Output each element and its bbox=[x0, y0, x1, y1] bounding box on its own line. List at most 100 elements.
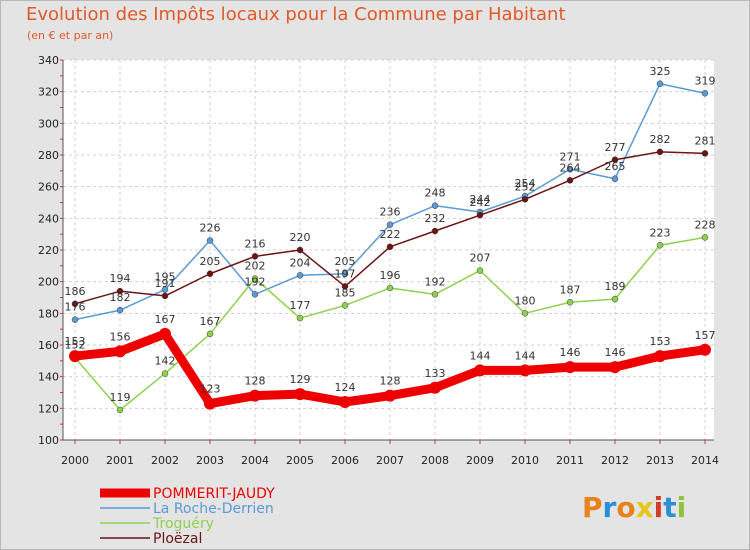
data-point bbox=[564, 361, 576, 374]
x-tick-label: 2013 bbox=[646, 454, 674, 467]
x-tick-label: 2001 bbox=[106, 454, 134, 467]
data-point bbox=[431, 202, 439, 209]
data-label: 133 bbox=[425, 367, 446, 380]
data-point bbox=[566, 299, 574, 306]
data-label: 265 bbox=[605, 160, 626, 173]
data-point bbox=[611, 175, 619, 182]
data-point bbox=[701, 90, 709, 97]
data-point bbox=[521, 310, 529, 317]
data-label: 152 bbox=[65, 339, 86, 352]
data-label: 129 bbox=[290, 373, 311, 386]
data-point bbox=[476, 267, 484, 274]
chart-title: Evolution des Impôts locaux pour la Comm… bbox=[26, 4, 566, 25]
y-tick-label: 100 bbox=[38, 434, 59, 447]
data-label: 220 bbox=[290, 231, 311, 244]
data-point bbox=[384, 389, 396, 402]
data-point bbox=[71, 316, 79, 323]
data-point bbox=[611, 295, 619, 303]
data-point bbox=[521, 196, 529, 203]
logo: Proxiti bbox=[582, 491, 686, 524]
data-label: 223 bbox=[650, 226, 671, 239]
data-point bbox=[654, 350, 666, 363]
x-tick-label: 2009 bbox=[466, 454, 494, 467]
logo-letter: i bbox=[677, 491, 687, 524]
data-point bbox=[611, 156, 619, 163]
logo-letter: t bbox=[663, 491, 676, 524]
x-tick-label: 2006 bbox=[331, 454, 359, 467]
data-point bbox=[206, 330, 214, 338]
data-label: 271 bbox=[560, 150, 581, 163]
data-label: 157 bbox=[695, 329, 716, 342]
data-point bbox=[339, 396, 351, 408]
data-label: 194 bbox=[110, 272, 131, 285]
legend-label: POMMERIT-JAUDY bbox=[153, 486, 275, 502]
data-label: 226 bbox=[200, 222, 221, 235]
x-tick-label: 2002 bbox=[151, 454, 179, 467]
data-point bbox=[116, 306, 124, 314]
data-label: 144 bbox=[515, 349, 536, 362]
x-tick-label: 2007 bbox=[376, 454, 404, 467]
data-label: 123 bbox=[200, 383, 221, 396]
legend-label: Ploëzal bbox=[153, 531, 202, 547]
chart-subtitle: (en € et par an) bbox=[27, 29, 114, 42]
data-label: 189 bbox=[605, 280, 626, 293]
data-label: 242 bbox=[470, 196, 491, 209]
legend-label: La Roche-Derrien bbox=[153, 501, 274, 517]
y-tick-label: 160 bbox=[38, 339, 59, 352]
data-label: 207 bbox=[470, 252, 491, 265]
logo-letter: r bbox=[603, 491, 617, 524]
data-label: 222 bbox=[380, 228, 401, 241]
data-label: 187 bbox=[560, 283, 581, 296]
data-point bbox=[341, 302, 349, 309]
data-label: 167 bbox=[200, 315, 221, 328]
data-label: 191 bbox=[155, 277, 176, 290]
y-tick-label: 200 bbox=[38, 276, 59, 289]
data-point bbox=[474, 364, 486, 377]
x-tick-label: 2004 bbox=[241, 454, 269, 467]
data-label: 244 bbox=[470, 193, 491, 206]
data-point bbox=[656, 148, 664, 156]
data-point bbox=[296, 314, 304, 322]
y-tick-label: 320 bbox=[38, 86, 59, 99]
data-label: 202 bbox=[245, 260, 266, 273]
logo-letter: x bbox=[636, 491, 654, 524]
data-point bbox=[204, 397, 216, 410]
data-label: 196 bbox=[380, 269, 401, 282]
data-point bbox=[386, 284, 394, 292]
data-point bbox=[341, 283, 349, 290]
data-label: 153 bbox=[65, 335, 86, 348]
data-label: 144 bbox=[470, 349, 491, 362]
y-tick-label: 260 bbox=[38, 181, 59, 194]
data-label: 177 bbox=[290, 299, 311, 312]
data-point bbox=[566, 166, 574, 173]
data-point bbox=[386, 221, 394, 228]
data-label: 185 bbox=[335, 286, 356, 299]
y-tick-label: 120 bbox=[38, 402, 59, 415]
data-point bbox=[296, 246, 304, 254]
legend-label: Troguéry bbox=[152, 516, 214, 532]
data-label: 277 bbox=[605, 141, 626, 154]
data-label: 228 bbox=[695, 218, 716, 231]
data-point bbox=[699, 343, 711, 356]
data-point bbox=[656, 80, 664, 87]
data-point bbox=[69, 350, 81, 363]
logo-letter: o bbox=[616, 491, 635, 524]
x-tick-label: 2003 bbox=[196, 454, 224, 467]
x-tick-label: 2005 bbox=[286, 454, 314, 467]
x-tick-label: 2012 bbox=[601, 454, 629, 467]
data-point bbox=[431, 291, 439, 298]
data-label: 156 bbox=[110, 330, 131, 343]
data-label: 128 bbox=[245, 375, 266, 388]
data-label: 167 bbox=[155, 313, 176, 326]
data-label: 197 bbox=[335, 267, 356, 280]
data-label: 232 bbox=[425, 212, 446, 225]
data-point bbox=[566, 177, 574, 184]
data-point bbox=[609, 361, 621, 374]
data-label: 192 bbox=[425, 275, 446, 288]
y-tick-label: 280 bbox=[38, 149, 59, 162]
data-label: 142 bbox=[155, 355, 176, 368]
data-point bbox=[161, 292, 169, 300]
y-tick-label: 140 bbox=[38, 371, 59, 384]
data-point bbox=[386, 243, 394, 251]
data-point bbox=[251, 291, 259, 298]
